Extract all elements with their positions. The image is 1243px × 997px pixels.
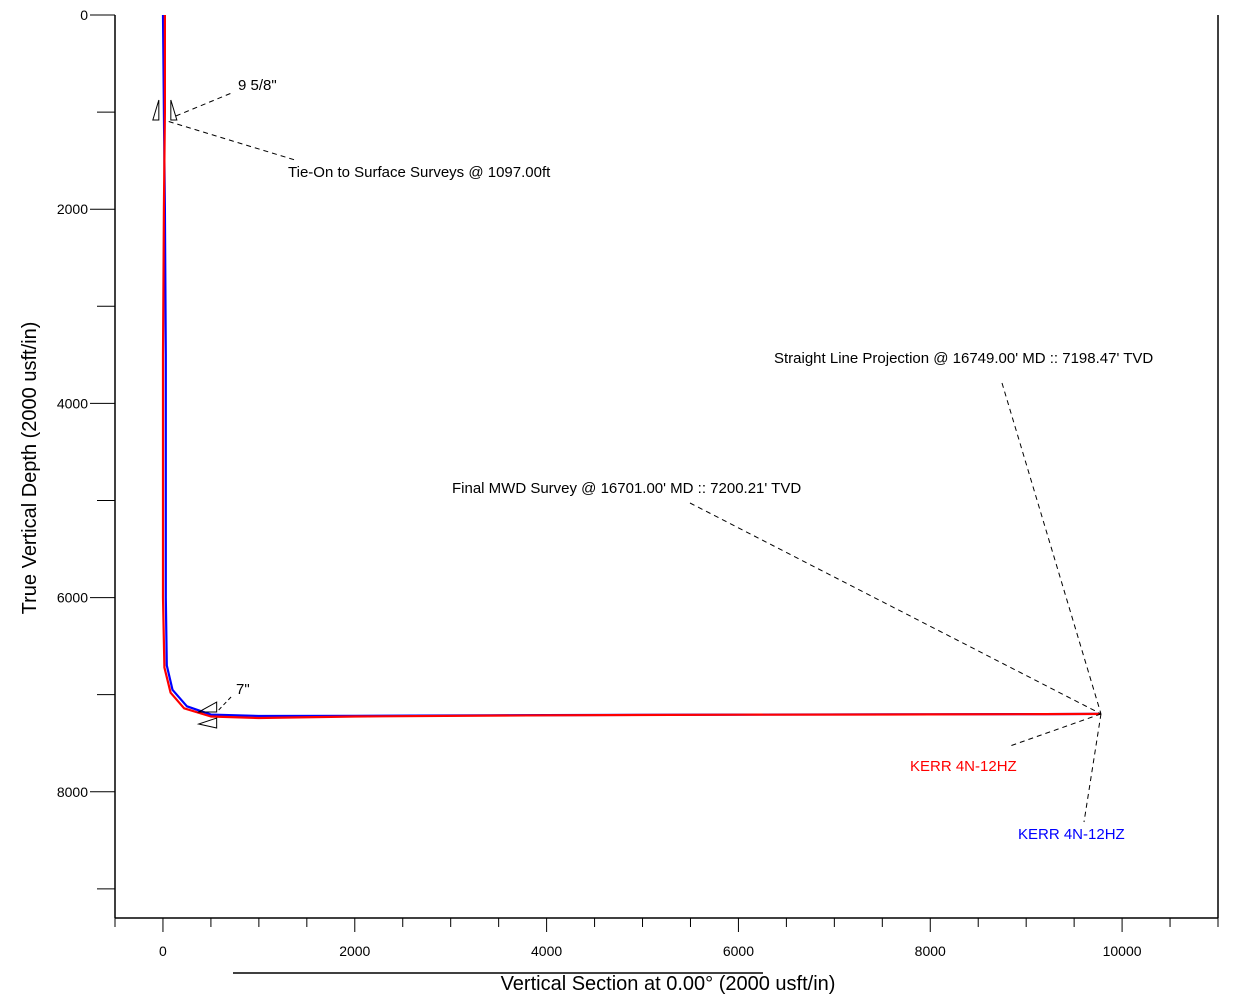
well-label-leader-red bbox=[1009, 713, 1102, 747]
casing-leader bbox=[218, 695, 233, 711]
y-axis-label: True Vertical Depth (2000 usft/in) bbox=[19, 322, 41, 615]
casing-marker-bottom bbox=[196, 717, 218, 729]
x-tick-label: 10000 bbox=[1103, 943, 1142, 959]
tie-on-annotation: Tie-On to Surface Surveys @ 1097.00ft bbox=[288, 164, 551, 181]
casing-marker-right bbox=[170, 99, 178, 121]
x-axis-label: Vertical Section at 0.00° (2000 usft/in) bbox=[501, 973, 836, 995]
casing-marker-left bbox=[152, 99, 160, 121]
y-tick-label: 6000 bbox=[57, 590, 88, 606]
tie-on-leader bbox=[168, 121, 296, 161]
y-tick-label: 2000 bbox=[57, 201, 88, 217]
x-tick-label: 2000 bbox=[339, 943, 370, 959]
x-tick-label: 4000 bbox=[531, 943, 562, 959]
x-tick-label: 0 bbox=[159, 943, 167, 959]
final-survey-annotation: Final MWD Survey @ 16701.00' MD :: 7200.… bbox=[452, 480, 801, 497]
annotation-layer: 9 5/8" 7" Tie-On to Surface Surveys @ 1097… bbox=[152, 77, 1153, 843]
well-label-leader-blue bbox=[1083, 713, 1102, 823]
well-label-blue: KERR 4N-12HZ bbox=[1018, 826, 1125, 843]
y-tick-label: 4000 bbox=[57, 395, 88, 411]
well-label-red: KERR 4N-12HZ bbox=[910, 758, 1017, 775]
axes-layer: 0 2000 4000 6000 8000 10000 0 2000 4000 6000 8000 bbox=[57, 7, 1219, 959]
casing-marker-top bbox=[196, 701, 218, 713]
y-tick-label: 8000 bbox=[57, 784, 88, 800]
final-survey-leader bbox=[689, 502, 1102, 715]
casing-label-7: 7" bbox=[236, 681, 250, 698]
projection-leader bbox=[1001, 382, 1102, 715]
casing-label-9-5-8: 9 5/8" bbox=[238, 77, 277, 94]
projection-annotation: Straight Line Projection @ 16749.00' MD … bbox=[774, 350, 1153, 367]
x-tick-label: 8000 bbox=[915, 943, 946, 959]
y-tick-label: 0 bbox=[80, 7, 88, 23]
casing-leader bbox=[175, 91, 235, 117]
x-tick-label: 6000 bbox=[723, 943, 754, 959]
